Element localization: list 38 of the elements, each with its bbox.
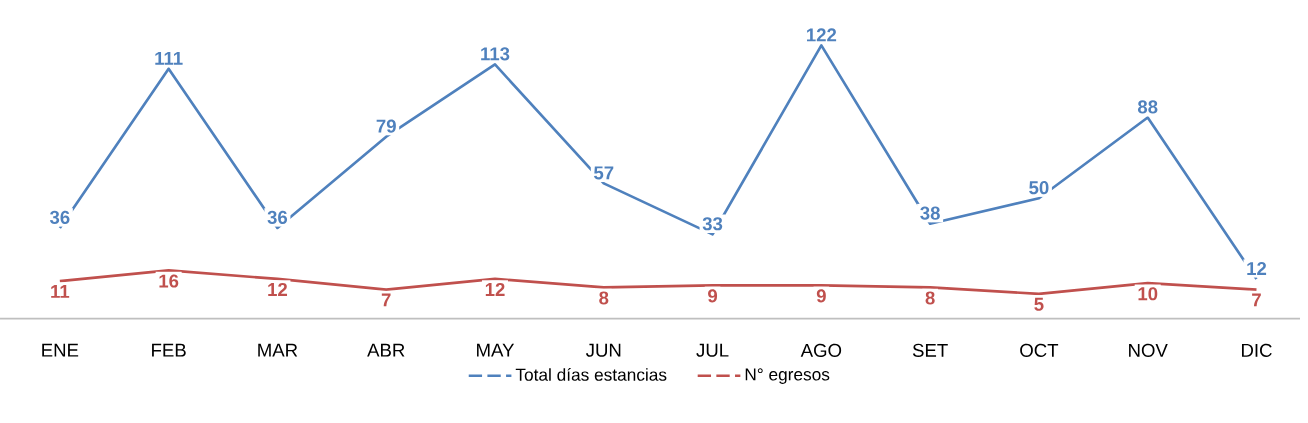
- legend-label: Total días estancias: [515, 368, 667, 382]
- data-label: 36: [49, 210, 70, 225]
- data-label: 8: [599, 291, 609, 305]
- data-label: 8: [925, 291, 935, 305]
- data-label: 9: [708, 289, 718, 303]
- x-tick-label: ABR: [367, 343, 405, 357]
- data-label: 12: [268, 283, 288, 297]
- x-tick-label: OCT: [1020, 343, 1059, 358]
- legend-label: N° egresos: [745, 368, 830, 385]
- x-tick-label: ENE: [42, 343, 79, 357]
- data-label: 5: [1034, 297, 1044, 311]
- data-label: 33: [702, 217, 723, 231]
- data-label: 12: [485, 283, 505, 297]
- x-tick-label: AGO: [800, 343, 842, 358]
- data-label: 10: [1138, 287, 1158, 301]
- data-label: 79: [376, 119, 396, 133]
- x-tick-label: JUL: [696, 343, 729, 357]
- data-label: 88: [1137, 100, 1158, 114]
- x-tick-label: DIC: [1241, 343, 1272, 358]
- data-label: 12: [1247, 262, 1267, 276]
- data-label: 38: [920, 206, 940, 220]
- data-label: 122: [807, 28, 837, 42]
- data-label: 7: [381, 293, 391, 307]
- data-label: 36: [267, 210, 288, 225]
- x-tick-label: MAY: [477, 343, 515, 357]
- data-label: 7: [1252, 293, 1261, 307]
- x-tick-label: JUN: [585, 343, 621, 357]
- x-tick-label: NOV: [1129, 343, 1168, 358]
- x-tick-label: MAR: [258, 343, 298, 357]
- data-label: 16: [159, 274, 179, 288]
- data-label: 113: [481, 47, 510, 61]
- data-label: 9: [816, 289, 826, 303]
- data-label: 50: [1029, 181, 1049, 195]
- data-label: 111: [155, 52, 183, 65]
- data-label: 11: [51, 285, 70, 299]
- x-tick-label: SET: [912, 343, 948, 358]
- x-tick-label: FEB: [152, 343, 186, 357]
- data-label: 57: [593, 166, 614, 180]
